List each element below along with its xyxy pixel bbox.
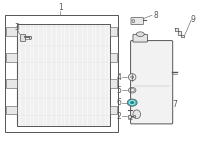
- Bar: [110, 106, 117, 114]
- Ellipse shape: [128, 74, 136, 81]
- Bar: [110, 53, 117, 62]
- Text: 7: 7: [172, 100, 177, 109]
- Bar: [110, 79, 117, 88]
- FancyBboxPatch shape: [133, 34, 147, 42]
- Text: 3: 3: [14, 23, 19, 32]
- Text: 9: 9: [191, 15, 196, 24]
- Text: 5: 5: [116, 86, 121, 95]
- Bar: [128, 115, 131, 118]
- Text: 1: 1: [58, 4, 63, 12]
- Ellipse shape: [133, 110, 141, 119]
- Ellipse shape: [136, 32, 144, 36]
- Text: 8: 8: [153, 11, 158, 20]
- Ellipse shape: [131, 102, 133, 103]
- Text: 6: 6: [116, 98, 121, 107]
- FancyBboxPatch shape: [131, 18, 143, 25]
- Text: 4: 4: [116, 73, 121, 82]
- FancyBboxPatch shape: [131, 41, 173, 124]
- Polygon shape: [175, 28, 184, 37]
- Bar: [110, 27, 117, 36]
- Bar: [5, 15, 118, 132]
- Bar: [6, 27, 17, 36]
- Ellipse shape: [29, 36, 32, 39]
- Ellipse shape: [134, 115, 136, 118]
- Ellipse shape: [127, 99, 137, 106]
- Bar: [17, 24, 110, 126]
- Bar: [6, 53, 17, 62]
- Ellipse shape: [129, 101, 135, 105]
- Bar: [20, 34, 25, 41]
- Ellipse shape: [132, 20, 135, 23]
- Bar: [6, 79, 17, 88]
- Text: 2: 2: [116, 112, 121, 121]
- Bar: [6, 106, 17, 114]
